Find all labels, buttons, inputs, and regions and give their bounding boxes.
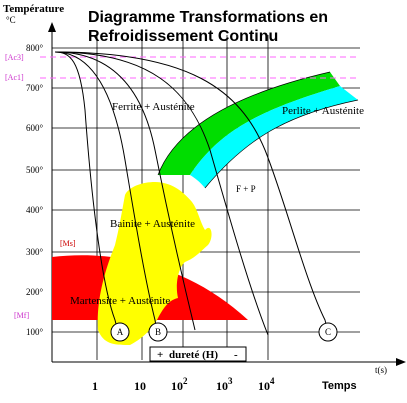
ferrite-label: Ferrite + Austénite: [112, 101, 195, 113]
bainite-label: Bainite + Austénite: [110, 218, 195, 230]
cooling-curve-extra: [54, 51, 269, 336]
perlite-outline: [204, 99, 359, 189]
x-axis-arrow: [396, 358, 406, 366]
y-tick-300: 300°: [26, 247, 44, 257]
ferrite-outline: [157, 71, 331, 176]
marker-b-circle: [148, 322, 168, 342]
x-axis-label: Temps: [322, 380, 357, 392]
x-tick-10000: 104: [258, 376, 275, 393]
y-tick-700: 700°: [26, 83, 44, 93]
title-line-1: Diagramme Transformations en: [88, 9, 329, 26]
y-tick-400: 400°: [26, 205, 44, 215]
hardness-plus: +: [157, 349, 163, 361]
curve-marker-b: B: [148, 322, 168, 342]
y-ticks: 800° 700° 600° 500° 400° 300° 200° 100°: [26, 43, 44, 337]
y-tick-200: 200°: [26, 287, 44, 297]
y-tick-600: 600°: [26, 123, 44, 133]
hardness-minus: -: [234, 349, 238, 361]
x-axis-unit: t(s): [375, 365, 387, 375]
curve-marker-a: A: [110, 322, 130, 342]
curve-marker-c: C: [318, 322, 338, 342]
perlite-region: [190, 86, 358, 188]
ac3-label: [Ac3]: [5, 53, 24, 62]
x-tick-100: 102: [171, 376, 188, 393]
y-axis-unit: °C: [6, 15, 16, 25]
ac1-label: [Ac1]: [5, 73, 24, 82]
cooling-curve-mid: [54, 51, 196, 331]
cooling-curve-c: [54, 51, 329, 333]
x-tick-1000: 103: [216, 376, 233, 393]
marker-a-label: A: [117, 327, 124, 337]
ms-label: [Ms]: [60, 239, 76, 248]
mf-label: [Mf]: [14, 311, 29, 320]
hardness-box: + dureté (H) -: [149, 346, 247, 362]
x-tick-1: 1: [92, 379, 98, 393]
y-tick-100: 100°: [26, 327, 44, 337]
hardness-box-frame: [149, 346, 247, 362]
martensite-label: Martensite + Austénite: [70, 295, 170, 307]
marker-a-circle: [110, 322, 130, 342]
y-tick-500: 500°: [26, 165, 44, 175]
marker-b-label: B: [155, 327, 161, 337]
bainite-region: [97, 182, 212, 345]
y-tick-800: 800°: [26, 43, 44, 53]
ferrite-region: [158, 72, 340, 175]
y-axis-arrow: [48, 22, 56, 32]
hardness-label: dureté (H): [169, 349, 218, 361]
cooling-curve-a: [54, 51, 119, 333]
x-tick-10: 10: [134, 379, 146, 393]
cooling-curve-b: [54, 51, 158, 333]
x-ticks: 1 10 102 103 104: [92, 376, 275, 393]
fp-label: F + P: [236, 184, 256, 194]
perlite-label: Perlite + Austénite: [282, 105, 364, 117]
marker-c-label: C: [325, 327, 331, 337]
marker-c-circle: [318, 322, 338, 342]
y-axis-label: Température: [3, 3, 65, 15]
